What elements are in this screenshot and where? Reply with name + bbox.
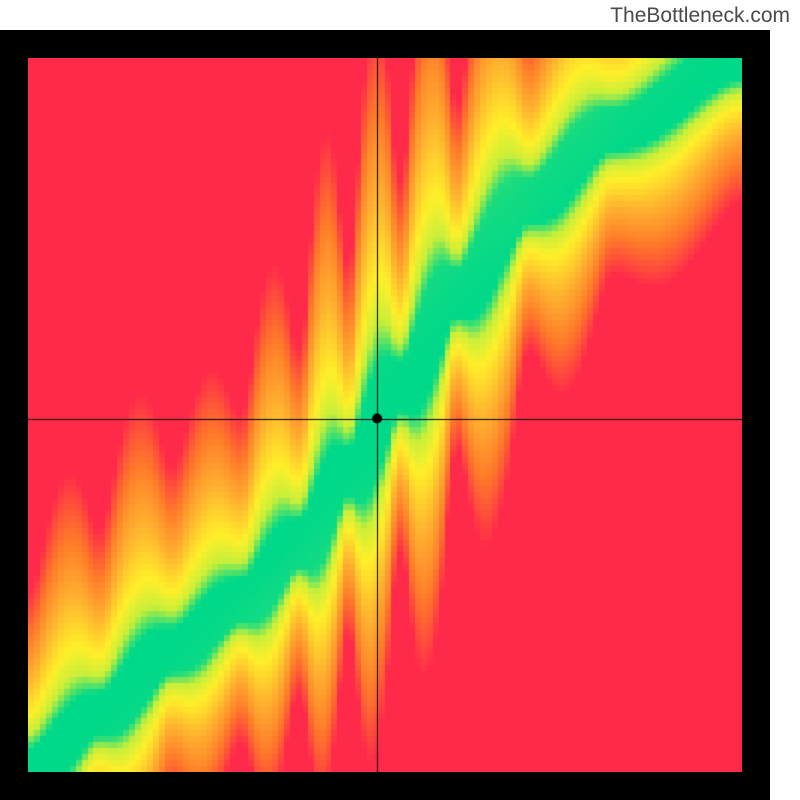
chart-frame — [0, 30, 770, 800]
bottleneck-heatmap — [28, 58, 742, 772]
attribution-label: TheBottleneck.com — [610, 4, 790, 28]
